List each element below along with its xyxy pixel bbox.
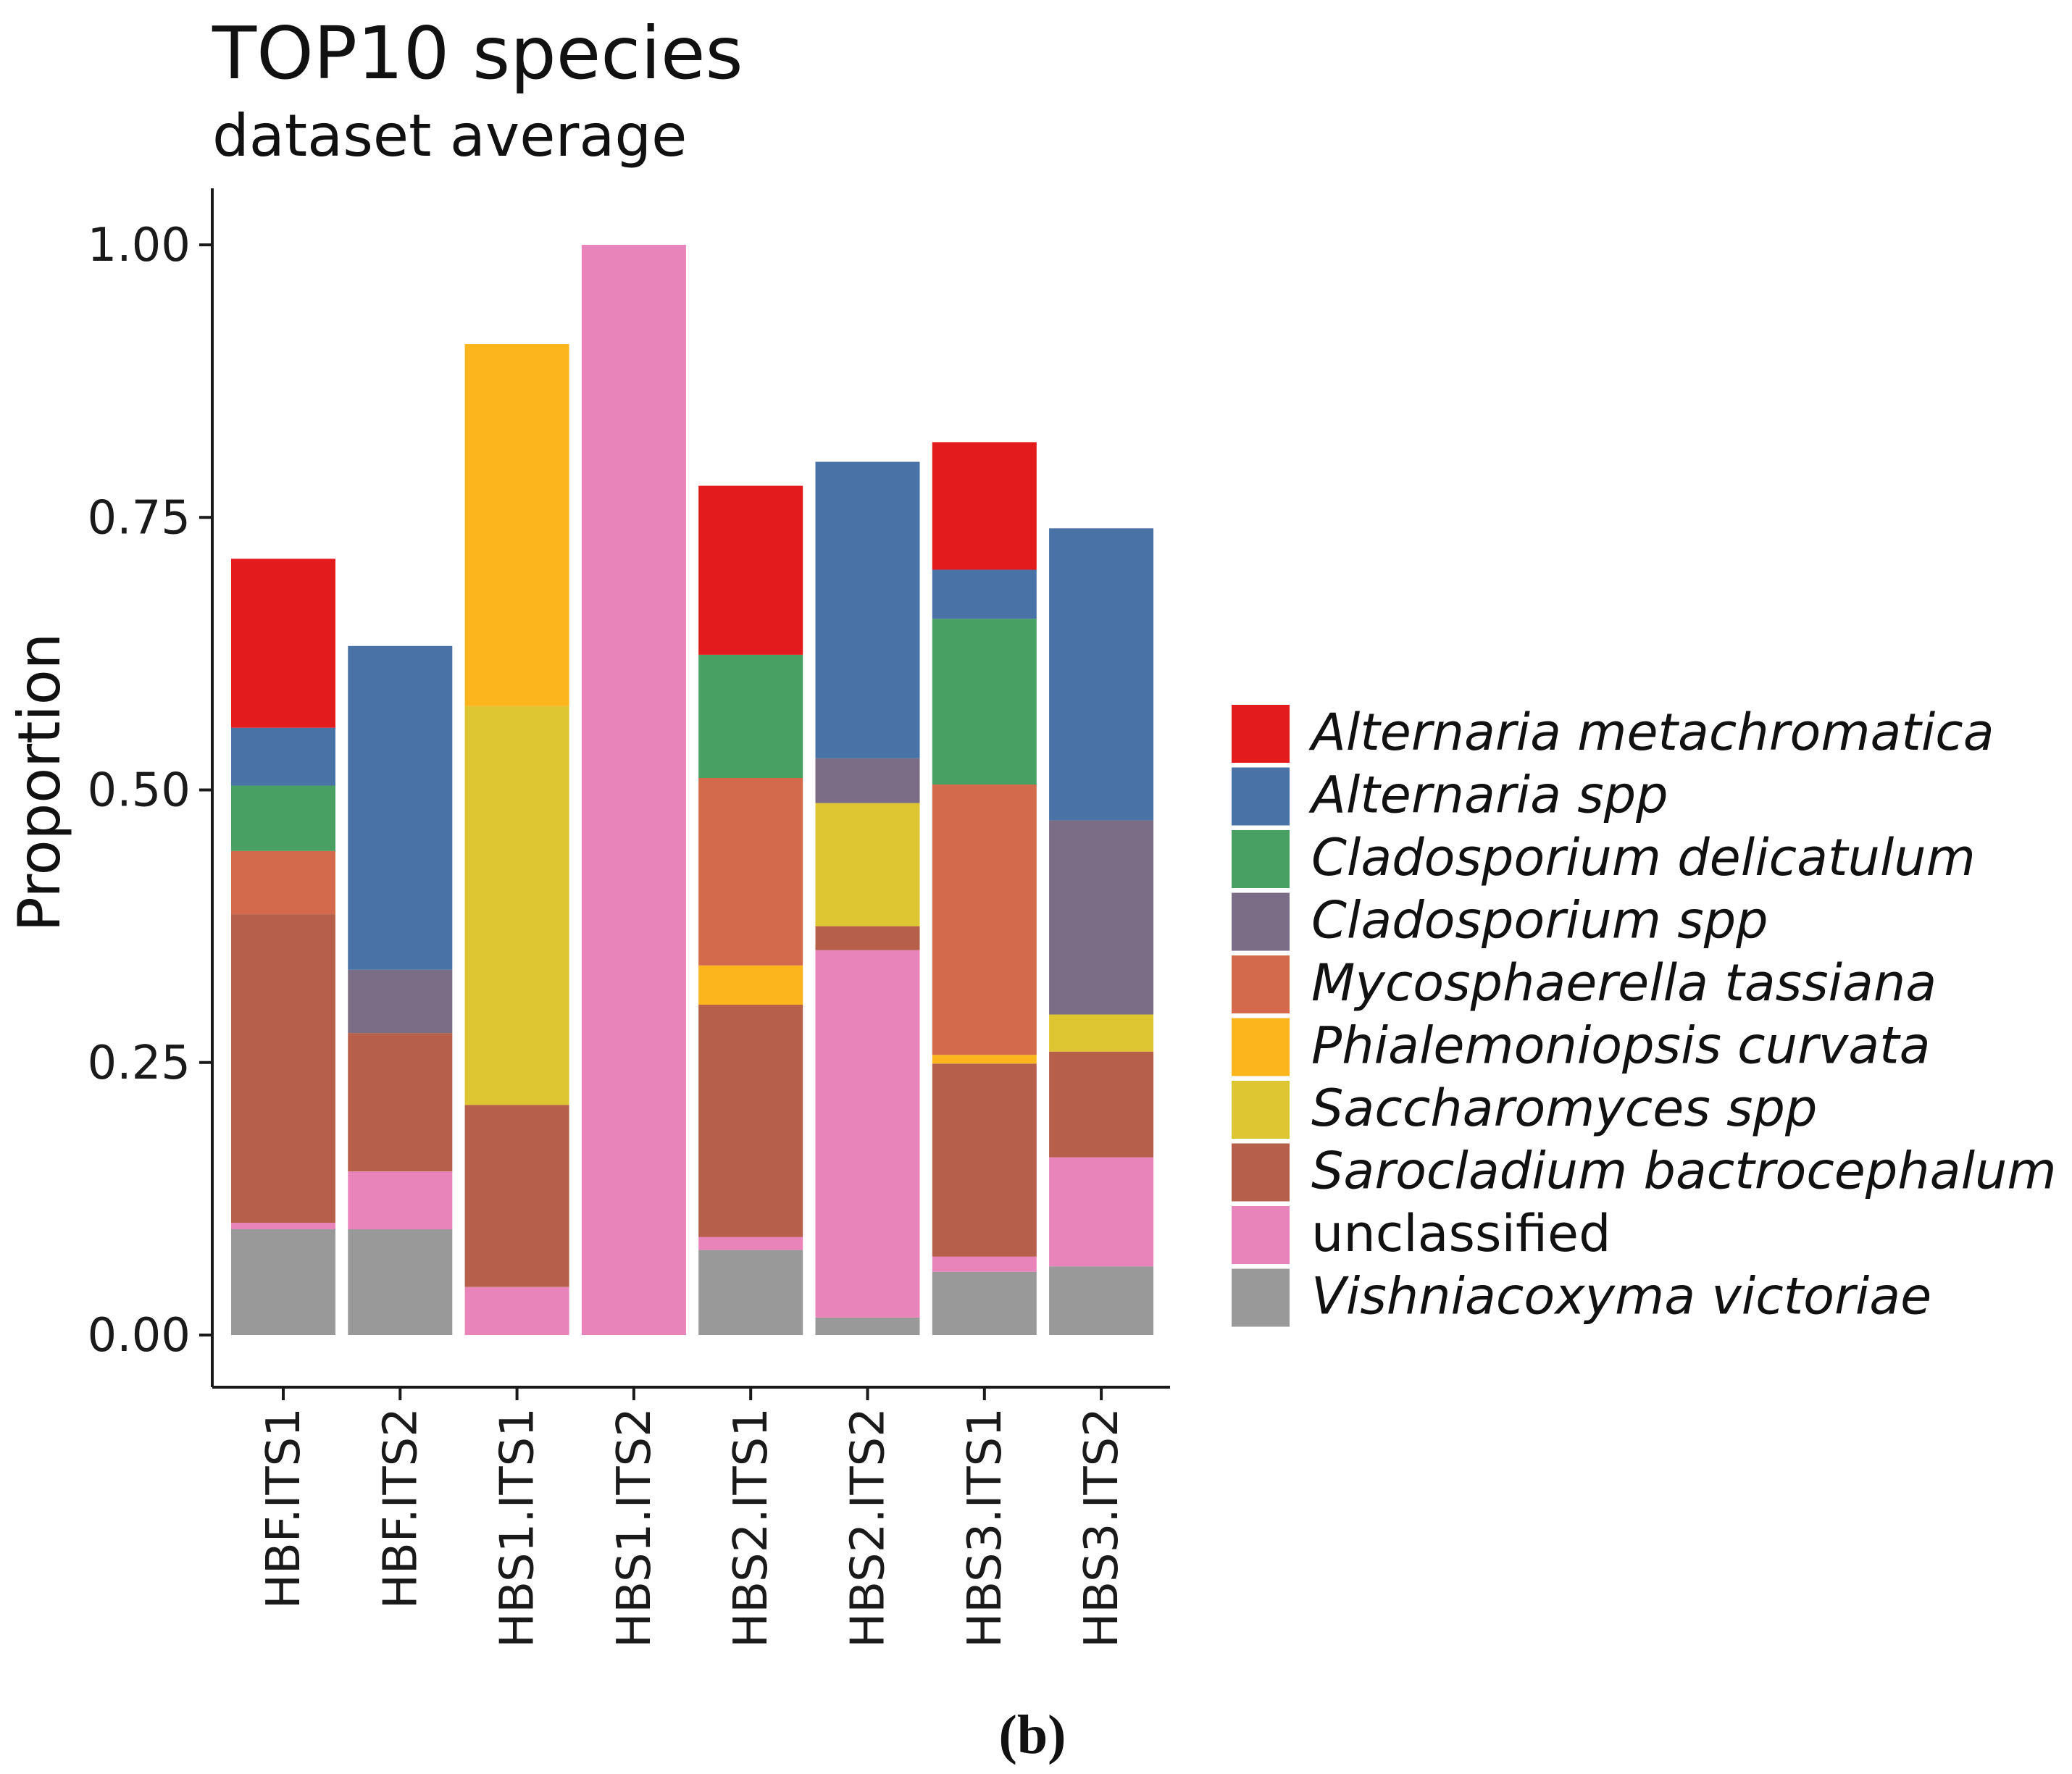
- legend-label-mycosphaerella-tassiana: Mycosphaerella tassiana: [1311, 953, 1937, 1013]
- bar-segment-hbf-its1-mycosphaerella-tassiana: [231, 850, 335, 915]
- x-tick-label: HBS1.ITS2: [608, 1407, 661, 1648]
- legend-swatch-cladosporium-delicatulum: [1232, 830, 1290, 888]
- legend-label-cladosporium-delicatulum: Cladosporium delicatulum: [1311, 828, 1976, 887]
- figure-caption: (b): [999, 1704, 1066, 1765]
- y-tick-label: 1.00: [88, 219, 191, 272]
- bar-segment-hbs3-its1-alternaria-spp: [932, 569, 1037, 619]
- bar-segment-hbs2-its1-mycosphaerella-tassiana: [698, 777, 803, 966]
- bar-segment-hbs3-its1-cladosporium-delicatulum: [932, 619, 1037, 785]
- legend-swatch-mycosphaerella-tassiana: [1232, 955, 1290, 1013]
- bar-segment-hbs2-its1-phialemoniopsis-curvata: [698, 965, 803, 1005]
- bar-segment-hbs3-its2-sarocladium-bactrocephalum: [1049, 1051, 1154, 1158]
- legend-swatch-alternaria-spp: [1232, 767, 1290, 826]
- bar-segment-hbs2-its2-sarocladium-bactrocephalum: [815, 926, 920, 950]
- bar-segment-hbs3-its1-sarocladium-bactrocephalum: [932, 1063, 1037, 1257]
- x-tick-label: HBF.ITS1: [257, 1407, 311, 1609]
- y-tick-label: 0.50: [88, 764, 191, 818]
- bar-segment-hbs2-its1-alternaria-metachromatica: [698, 485, 803, 655]
- bar-segment-hbs2-its1-cladosporium-delicatulum: [698, 654, 803, 778]
- legend-label-unclassified: unclassified: [1311, 1204, 1611, 1263]
- x-tick-label: HBS2.ITS2: [842, 1407, 895, 1648]
- bar-segment-hbf-its2-cladosporium-spp: [348, 969, 453, 1034]
- bar-segment-hbf-its2-vishniacoxyma-victoriae: [348, 1229, 453, 1335]
- chart-title: TOP10 species: [212, 11, 743, 96]
- y-tick-label: 0.25: [88, 1037, 191, 1090]
- legend-swatch-vishniacoxyma-victoriae: [1232, 1268, 1290, 1327]
- y-axis-label: Proportion: [6, 633, 73, 932]
- x-tick-label: HBS2.ITS1: [724, 1407, 778, 1648]
- bar-segment-hbs1-its1-unclassified: [464, 1286, 569, 1335]
- bar-segment-hbs2-its2-saccharomyces-spp: [815, 803, 920, 926]
- y-tick-label: 0.75: [88, 491, 191, 545]
- bar-segment-hbf-its1-alternaria-spp: [231, 727, 335, 786]
- bar-segment-hbs2-its2-unclassified: [815, 950, 920, 1318]
- legend-label-cladosporium-spp: Cladosporium spp: [1311, 891, 1768, 950]
- axes-layer: 0.00 0.25 0.50 0.75 1.00 HBF.ITS1 HBF.ITS2 HBS1…: [88, 188, 1170, 1648]
- bar-segment-hbs2-its1-unclassified: [698, 1237, 803, 1250]
- bar-segment-hbf-its1-alternaria-metachromatica: [231, 558, 335, 728]
- legend-swatch-phialemoniopsis-curvata: [1232, 1018, 1290, 1076]
- bar-segment-hbs3-its2-unclassified: [1049, 1157, 1154, 1267]
- legend-swatch-unclassified: [1232, 1206, 1290, 1264]
- x-tick-label: HBF.ITS2: [374, 1407, 427, 1609]
- legend-swatch-cladosporium-spp: [1232, 892, 1290, 951]
- bar-segment-hbs3-its2-cladosporium-spp: [1049, 820, 1154, 1015]
- bar-segment-hbs3-its2-vishniacoxyma-victoriae: [1049, 1266, 1154, 1335]
- bar-segment-hbf-its2-unclassified: [348, 1171, 453, 1230]
- legend-swatch-sarocladium-bactrocephalum: [1232, 1143, 1290, 1202]
- x-tick-label: HBS1.ITS1: [491, 1407, 545, 1648]
- bar-segment-hbf-its2-alternaria-spp: [348, 645, 453, 970]
- bar-segment-hbf-its1-cladosporium-delicatulum: [231, 785, 335, 851]
- bar-segment-hbs2-its2-cladosporium-spp: [815, 758, 920, 803]
- bar-segment-hbs2-its2-vishniacoxyma-victoriae: [815, 1317, 920, 1335]
- bar-segment-hbs1-its2-unclassified: [581, 245, 686, 1335]
- chart-subtitle: dataset average: [212, 102, 687, 170]
- bar-segment-hbs1-its1-sarocladium-bactrocephalum: [464, 1105, 569, 1287]
- bar-segment-hbs2-its2-alternaria-spp: [815, 461, 920, 758]
- bar-segment-hbs3-its2-alternaria-spp: [1049, 528, 1154, 821]
- y-tick-label: 0.00: [88, 1309, 191, 1363]
- bar-segment-hbf-its1-sarocladium-bactrocephalum: [231, 914, 335, 1223]
- bar-segment-hbs3-its1-alternaria-metachromatica: [932, 442, 1037, 570]
- bar-segment-hbs3-its2-saccharomyces-spp: [1049, 1014, 1154, 1052]
- bar-segment-hbs1-its1-saccharomyces-spp: [464, 706, 569, 1105]
- legend-label-sarocladium-bactrocephalum: Sarocladium bactrocephalum: [1311, 1142, 2057, 1201]
- legend-label-vishniacoxyma-victoriae: Vishniacoxyma victoriae: [1311, 1267, 1931, 1326]
- bar-segment-hbs3-its1-vishniacoxyma-victoriae: [932, 1271, 1037, 1335]
- bar-segment-hbf-its1-vishniacoxyma-victoriae: [231, 1229, 335, 1335]
- legend-swatch-saccharomyces-spp: [1232, 1081, 1290, 1139]
- bar-segment-hbs3-its1-unclassified: [932, 1256, 1037, 1272]
- legend-label-saccharomyces-spp: Saccharomyces spp: [1311, 1079, 1817, 1138]
- legend-label-alternaria-metachromatica: Alternaria metachromatica: [1308, 703, 1994, 762]
- bar-segment-hbs2-its1-sarocladium-bactrocephalum: [698, 1005, 803, 1237]
- x-tick-label: HBS3.ITS2: [1075, 1407, 1129, 1648]
- legend-swatch-alternaria-metachromatica: [1232, 705, 1290, 763]
- legend-label-phialemoniopsis-curvata: Phialemoniopsis curvata: [1311, 1016, 1930, 1076]
- bar-segment-hbs3-its1-mycosphaerella-tassiana: [932, 785, 1037, 1055]
- bar-segment-hbf-its2-sarocladium-bactrocephalum: [348, 1033, 453, 1172]
- bar-segment-hbf-its1-unclassified: [231, 1223, 335, 1229]
- bar-segment-hbs2-its1-vishniacoxyma-victoriae: [698, 1250, 803, 1335]
- bar-segment-hbs3-its1-phialemoniopsis-curvata: [932, 1055, 1037, 1064]
- legend-label-alternaria-spp: Alternaria spp: [1308, 766, 1668, 825]
- x-tick-label: HBS3.ITS1: [958, 1407, 1012, 1648]
- bars-layer: [231, 245, 1154, 1335]
- bar-segment-hbs1-its1-phialemoniopsis-curvata: [464, 344, 569, 706]
